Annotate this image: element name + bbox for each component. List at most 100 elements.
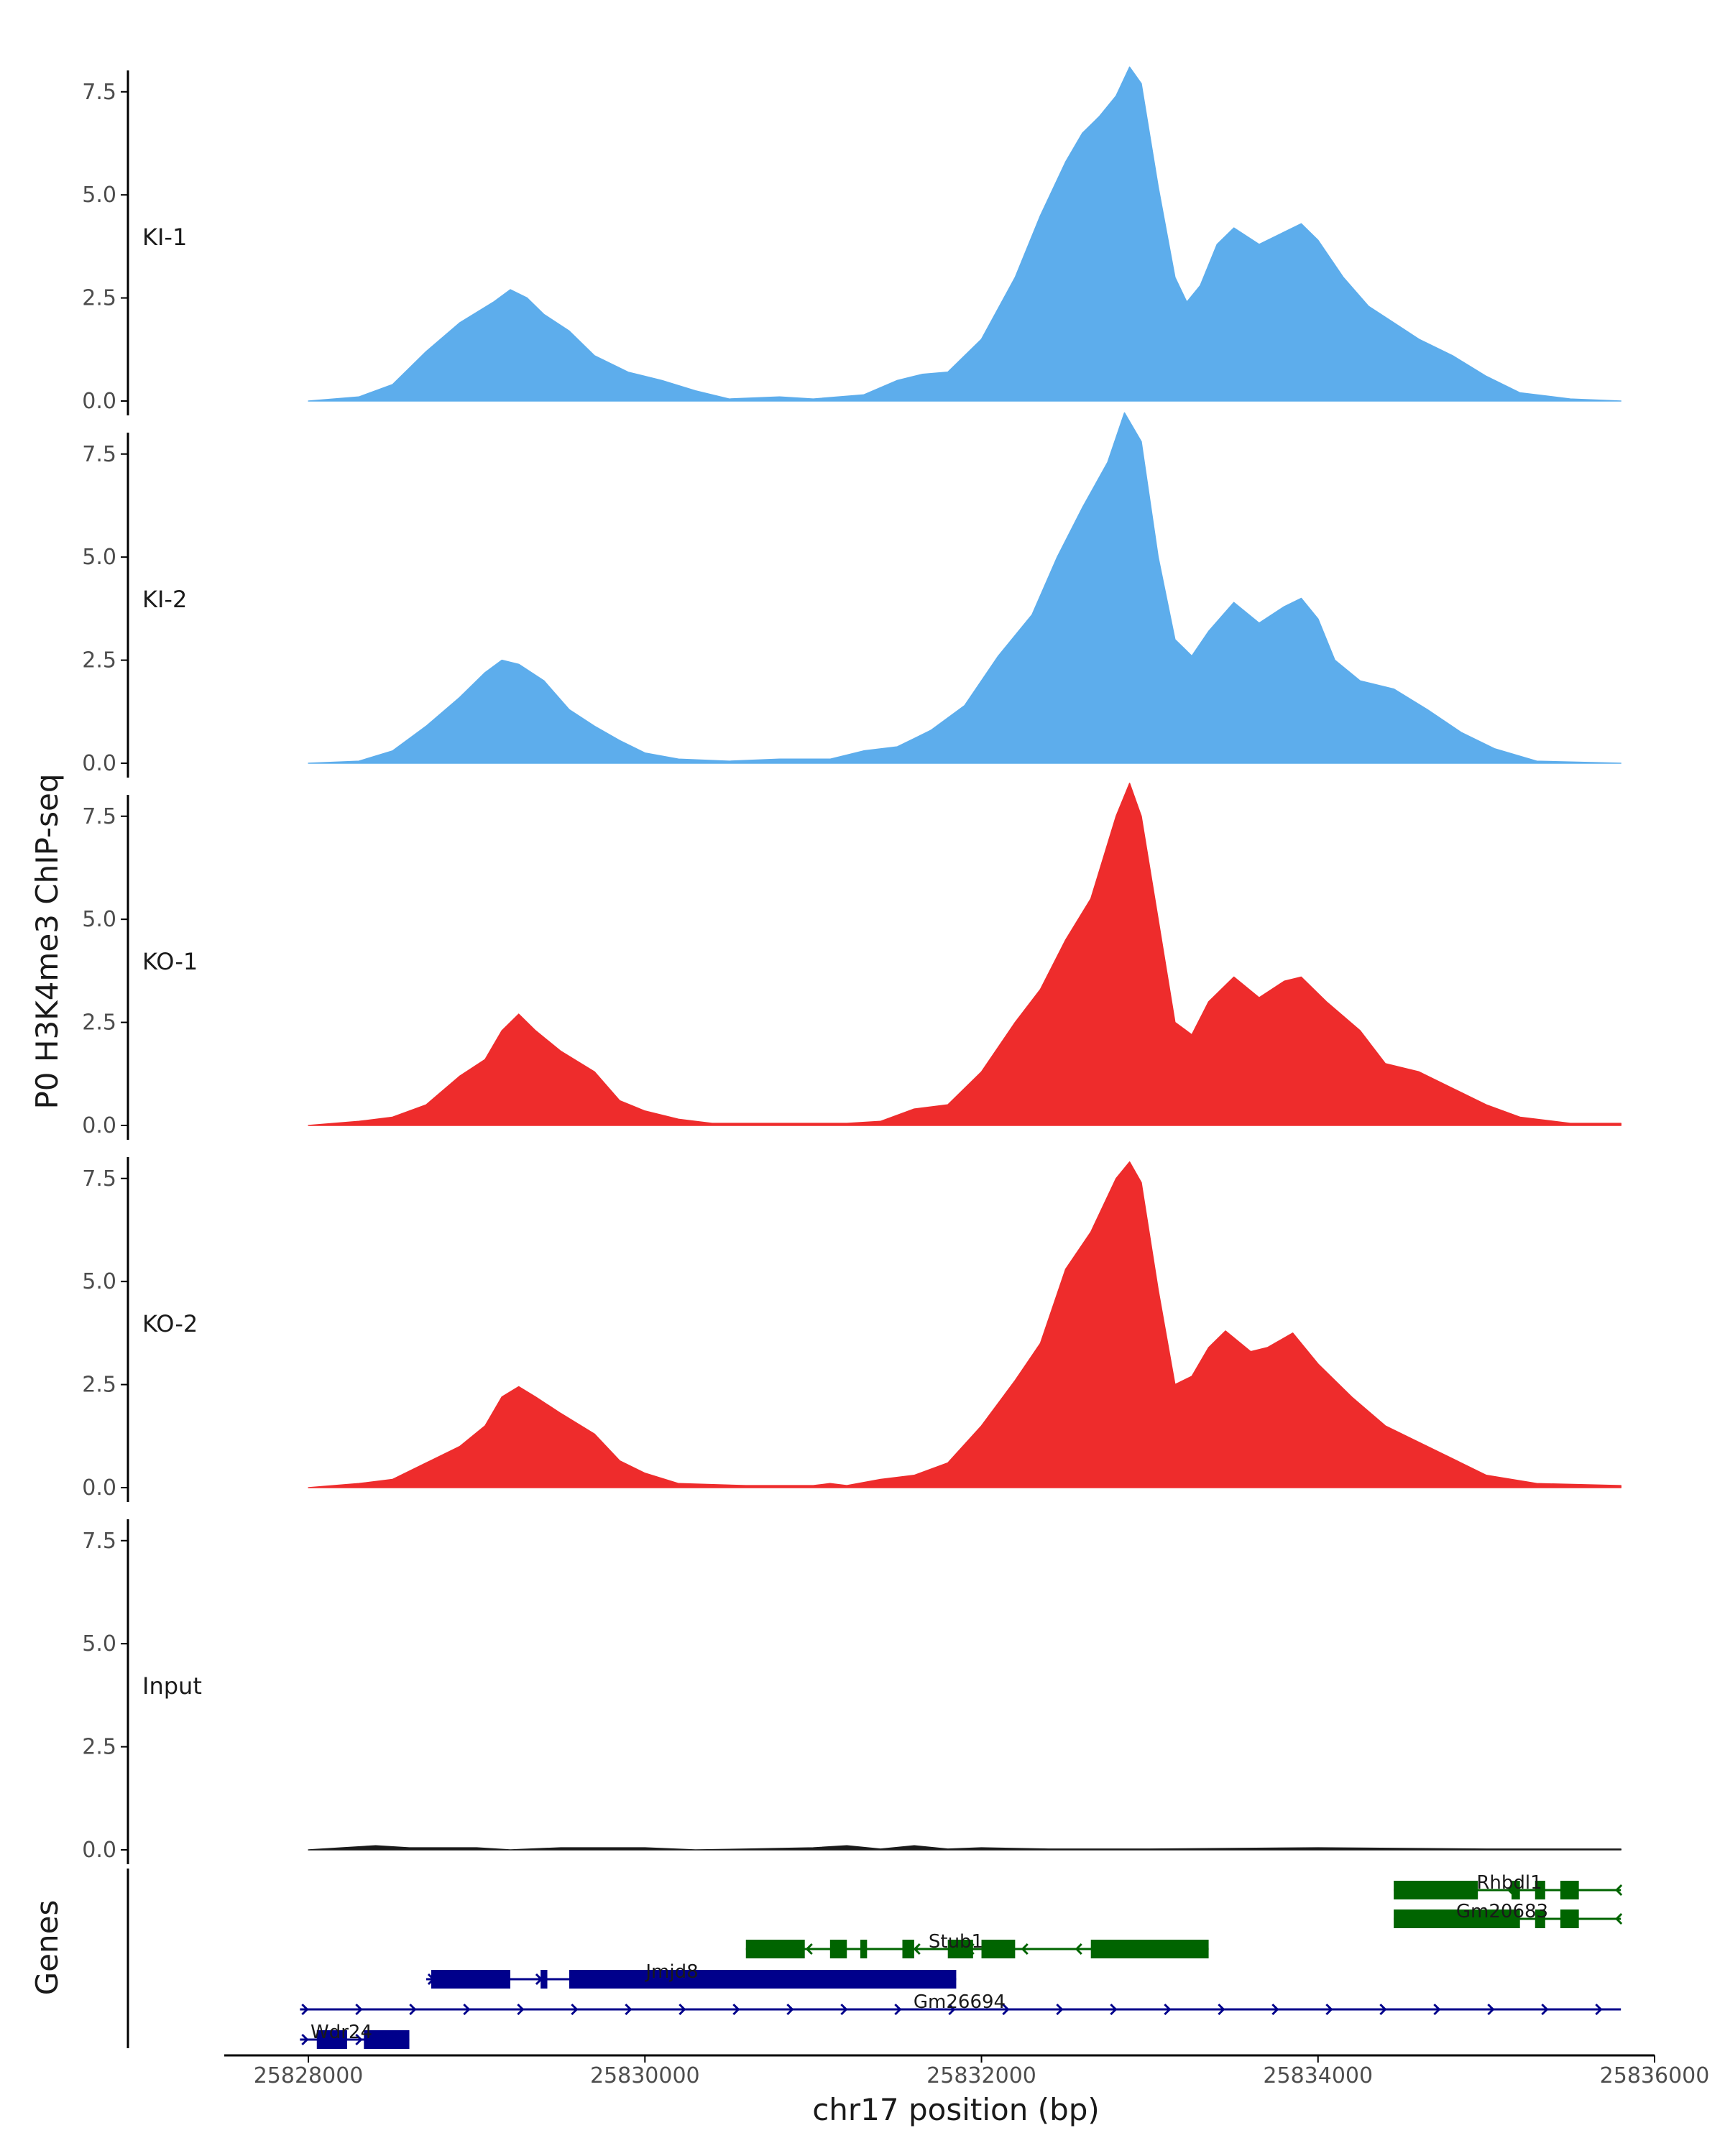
gene-exon [364,2030,410,2049]
x-tick-label: 25828000 [254,2063,364,2088]
y-tick-label: 7.5 [82,804,116,829]
strand-arrow [1433,2003,1441,2016]
strand-arrow [1075,1943,1082,1955]
strand-arrow [1614,1884,1623,1897]
strand-arrow [678,2003,686,2016]
strand-arrow [840,2003,848,2016]
gene-stub1: Stub1 [745,1931,1209,1958]
strand-arrow [732,2003,740,2016]
gene-gm20683: Gm20683 [1394,1901,1623,1928]
track-label: KO-2 [142,1310,198,1337]
gene-exon [745,1940,805,1958]
strand-arrow [1541,2003,1549,2016]
y-axis-title: P0 H3K4me3 ChIP-seq [29,773,65,1109]
strand-arrow [1595,2003,1603,2016]
strand-arrow [1218,2003,1225,2016]
strand-arrow [1110,2003,1118,2016]
track-label: KI-1 [142,224,187,251]
y-tick-label: 5.0 [82,183,116,208]
y-tick-label: 0.0 [82,1113,116,1138]
y-tick-label: 5.0 [82,907,116,932]
gene-wdr24: Wdr24 [300,2022,410,2049]
gene-label: Gm26694 [914,1991,1006,2013]
gene-exon [540,1970,548,1989]
strand-arrow [355,2003,363,2016]
gene-exon [431,1970,510,1989]
gene-exon [902,1940,914,1958]
y-tick-label: 0.0 [82,389,116,414]
gene-jmjd8: Jmjd8 [426,1961,957,1989]
gene-exon [1394,1909,1520,1928]
strand-arrow [571,2003,579,2016]
coverage-area [308,1161,1622,1488]
gene-exon [1560,1881,1579,1899]
gene-label: Rhbdl1 [1476,1872,1542,1894]
y-tick-label: 5.0 [82,1269,116,1294]
x-axis-title: chr17 position (bp) [812,2092,1100,2127]
genes-track-title: Genes [29,1900,65,1996]
track-panel-ko-2: 0.0 2.5 5.0 7.5 KO-2 [82,1157,1622,1502]
x-tick-label: 25830000 [590,2063,700,2088]
gene-exon [860,1940,868,1958]
x-tick-label: 25836000 [1600,2063,1710,2088]
x-tick-label: 25832000 [926,2063,1036,2088]
strand-arrow [1021,1943,1029,1955]
strand-arrow [1002,2003,1010,2016]
coverage-area [308,783,1622,1126]
track-label: KO-1 [142,948,198,975]
track-label: Input [142,1672,202,1700]
track-label: KI-2 [142,586,187,613]
gene-exon [316,2030,347,2049]
y-tick-label: 7.5 [82,1166,116,1192]
strand-arrow [1164,2003,1172,2016]
y-tick-label: 0.0 [82,1838,116,1863]
coverage-area [308,66,1622,402]
track-panel-ki-1: 0.0 2.5 5.0 7.5 KI-1 [82,66,1622,415]
y-tick-label: 2.5 [82,1010,116,1036]
strand-arrow [463,2003,471,2016]
strand-arrow [948,2003,956,2016]
strand-arrow [301,2033,309,2046]
strand-arrow [805,1943,813,1955]
gene-exon [1535,1881,1545,1899]
track-panel-ko-1: 0.0 2.5 5.0 7.5 KO-1 [82,783,1622,1140]
strand-arrow [913,1943,921,1955]
gene-exon [569,1970,957,1989]
strand-arrow [301,2003,309,2016]
chip-seq-tracks: 0.0 2.5 5.0 7.5 KI-1 0.0 2.5 5.0 7.5 KI-2 0.0 2.5 5.… [82,66,1622,1864]
gene-exon [1535,1909,1545,1928]
x-tick-label: 25834000 [1263,2063,1373,2088]
strand-arrow [625,2003,632,2016]
gene-annotation-track: Rhbdl1 Gm20683 Stub1 Jmjd8 Gm26694 Wdr24 [126,1869,1623,2049]
track-panel-input: 0.0 2.5 5.0 7.5 Input [82,1519,1622,1864]
y-tick-label: 5.0 [82,1631,116,1657]
y-tick-label: 2.5 [82,286,116,311]
gene-exon [1560,1909,1579,1928]
y-tick-label: 0.0 [82,751,116,776]
gene-label: Wdr24 [310,2022,372,2043]
strand-arrow [1271,2003,1279,2016]
gene-label: Jmjd8 [644,1961,698,1983]
strand-arrow [1379,2003,1387,2016]
y-tick-label: 7.5 [82,442,116,467]
track-panel-ki-2: 0.0 2.5 5.0 7.5 KI-2 [82,412,1622,778]
gene-exon [947,1940,973,1958]
strand-arrow [409,2003,417,2016]
strand-arrow [1056,2003,1064,2016]
coverage-area [308,1845,1622,1851]
strand-arrow [517,2003,525,2016]
gene-exon [1090,1940,1209,1958]
coverage-area [308,412,1622,764]
strand-arrow [894,2003,902,2016]
y-tick-label: 2.5 [82,648,116,673]
strand-arrow [1325,2003,1333,2016]
y-tick-label: 2.5 [82,1373,116,1398]
x-axis: 25828000 25830000 25832000 25834000 25836000 [224,2054,1710,2088]
y-tick-label: 0.0 [82,1475,116,1501]
y-tick-label: 7.5 [82,80,116,105]
gene-label: Stub1 [929,1931,983,1953]
strand-arrow [1487,2003,1495,2016]
gene-rhbdl1: Rhbdl1 [1394,1872,1623,1899]
strand-arrow [355,2033,363,2046]
